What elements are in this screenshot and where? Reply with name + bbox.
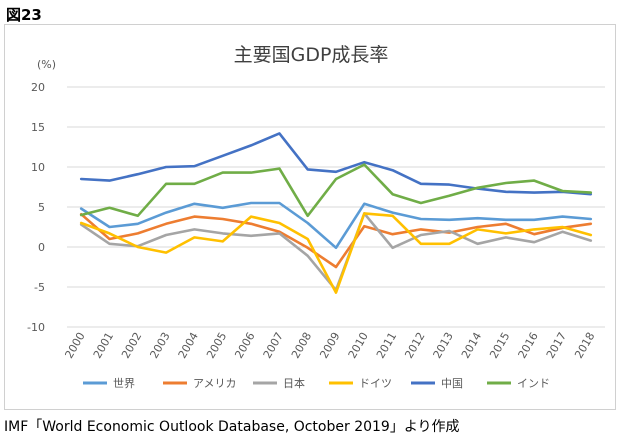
- chart-area: 主要国GDP成長率 (%) -10 -5 0 5 10 15 20 2000 2001 2002…: [4, 24, 616, 410]
- legend-label: ドイツ: [359, 377, 392, 390]
- y-tick-label: 0: [38, 241, 45, 254]
- y-tick-label: 5: [38, 201, 45, 214]
- legend-label: インド: [517, 377, 550, 390]
- x-tick-label: 2007: [261, 330, 286, 361]
- x-tick-label: 2013: [431, 330, 456, 361]
- x-tick-label: 2000: [62, 330, 87, 361]
- x-tick-label: 2002: [119, 330, 144, 361]
- x-tick-label: 2009: [317, 330, 342, 361]
- legend: 世界 アメリカ 日本 ドイツ 中国 インド: [83, 376, 550, 390]
- legend-label: アメリカ: [193, 377, 236, 390]
- legend-item-4: 中国: [411, 377, 463, 390]
- series-line-4: [79, 132, 593, 196]
- figure-label: 図23: [6, 6, 42, 24]
- legend-item-5: インド: [487, 377, 550, 390]
- x-tick-label: 2015: [487, 330, 512, 361]
- series-line-0: [79, 201, 593, 250]
- legend-item-0: 世界: [83, 377, 135, 390]
- series-line-5: [79, 163, 593, 218]
- source-note: IMF「World Economic Outlook Database, Oct…: [4, 419, 460, 435]
- y-tick-label: -10: [27, 321, 45, 334]
- y-unit-label: (%): [37, 58, 56, 71]
- y-tick-label: -5: [34, 281, 45, 294]
- y-tick-label: 15: [31, 121, 45, 134]
- x-tick-label: 2005: [204, 330, 229, 361]
- x-tick-label: 2014: [459, 330, 484, 361]
- x-tick-label: 2018: [572, 330, 597, 361]
- legend-label: 日本: [283, 376, 305, 390]
- x-tick-label: 2017: [544, 330, 569, 361]
- series-line-3: [79, 212, 593, 294]
- series-lines: [79, 132, 593, 294]
- x-tick-label: 2004: [176, 330, 201, 361]
- legend-item-1: アメリカ: [163, 377, 236, 390]
- x-tick-label: 2011: [374, 330, 399, 361]
- x-tick-label: 2001: [91, 330, 116, 361]
- x-axis-ticks: 2000 2001 2002 2003 2004 2005 2006 2007 2008 2009…: [62, 330, 597, 361]
- y-tick-label: 10: [31, 161, 45, 174]
- legend-label: 世界: [113, 377, 135, 390]
- x-tick-label: 2016: [516, 330, 541, 361]
- y-axis-ticks: -10 -5 0 5 10 15 20: [27, 81, 45, 334]
- x-tick-label: 2006: [232, 330, 257, 361]
- legend-item-2: 日本: [253, 376, 305, 390]
- gdp-growth-line-chart: 主要国GDP成長率 (%) -10 -5 0 5 10 15 20 2000 2001 2002…: [27, 44, 605, 390]
- x-tick-label: 2003: [147, 330, 172, 361]
- legend-label: 中国: [441, 377, 463, 390]
- series-line-1: [79, 212, 593, 269]
- x-tick-label: 2010: [346, 330, 371, 361]
- legend-item-3: ドイツ: [329, 377, 392, 390]
- y-tick-label: 20: [31, 81, 45, 94]
- chart-title: 主要国GDP成長率: [234, 44, 389, 66]
- x-tick-label: 2008: [289, 330, 314, 361]
- x-tick-label: 2012: [402, 330, 427, 361]
